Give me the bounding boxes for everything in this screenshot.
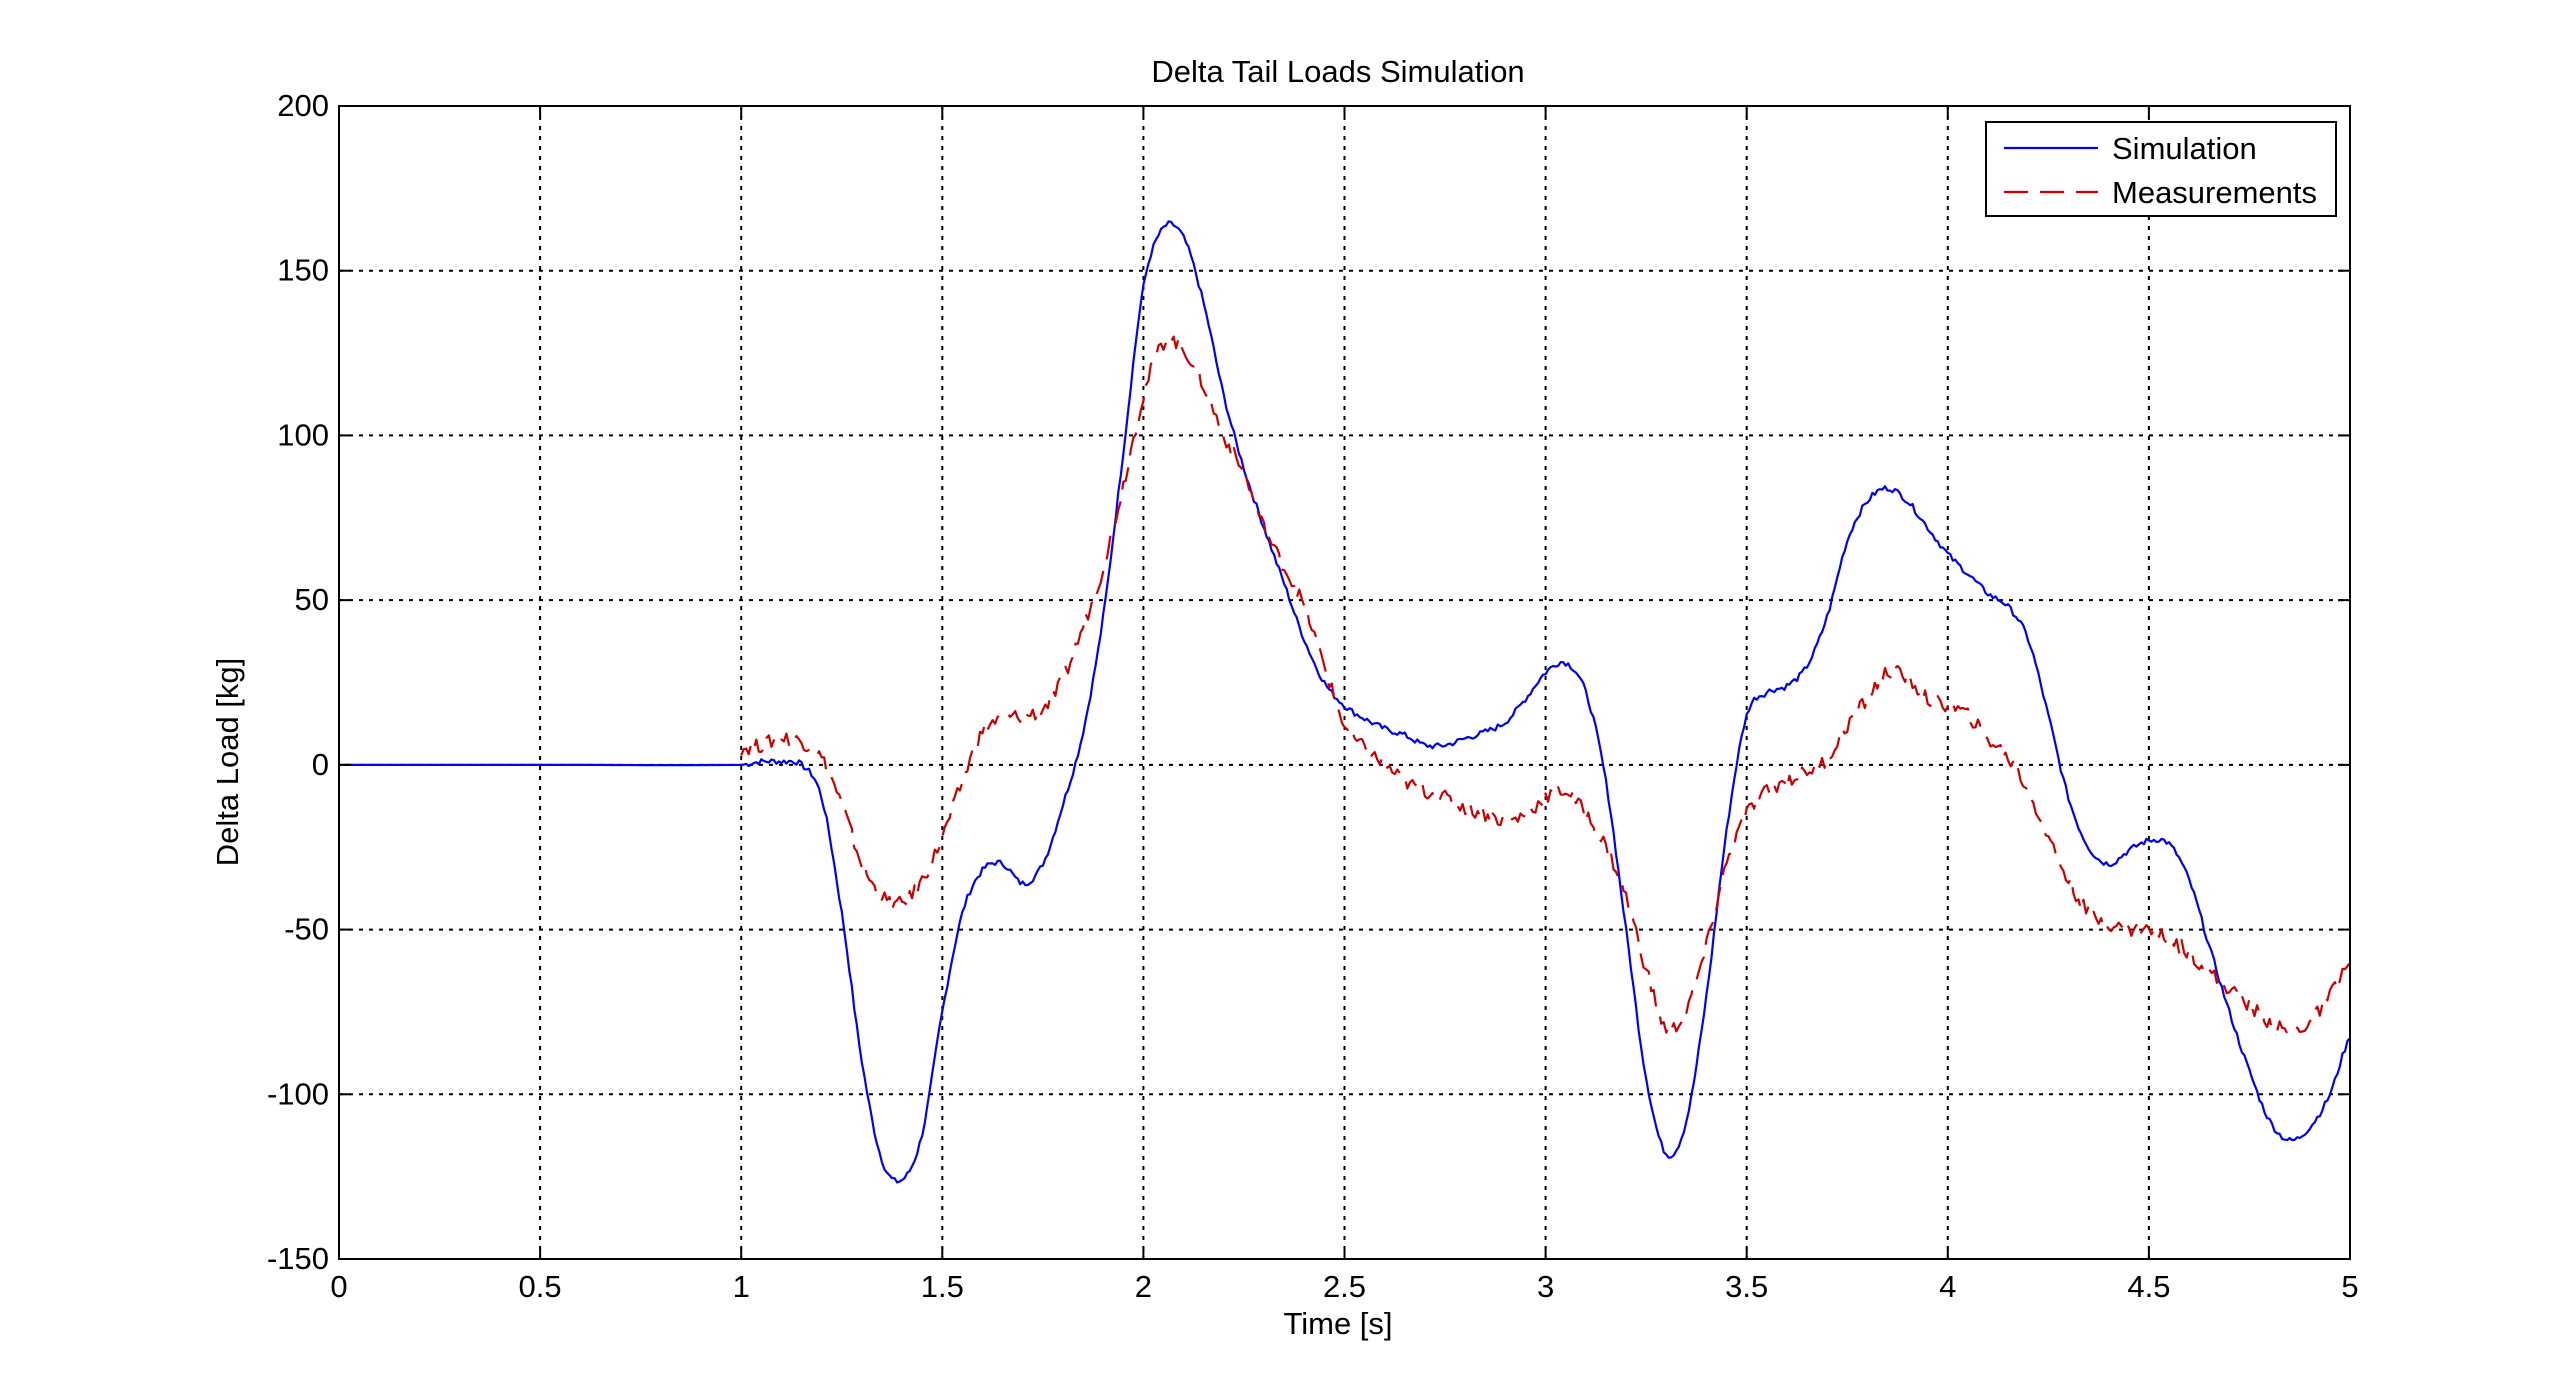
series-lines (339, 220, 2351, 1184)
y-tick-label: 150 (277, 253, 329, 288)
y-tick-label: 0 (312, 747, 329, 782)
x-tick-label: 0.5 (519, 1269, 562, 1304)
x-tick-label: 4.5 (2127, 1269, 2170, 1304)
legend-label: Measurements (2112, 175, 2317, 210)
x-axis-label: Time [s] (1283, 1306, 1392, 1341)
x-tick-label: 5 (2341, 1269, 2358, 1304)
x-tick-label: 2.5 (1323, 1269, 1366, 1304)
y-tick-label: -150 (267, 1241, 329, 1276)
y-tick-label: 200 (277, 88, 329, 123)
chart-title: Delta Tail Loads Simulation (1151, 54, 1524, 89)
x-tick-label: 3 (1537, 1269, 1554, 1304)
legend: Simulation Measurements (1985, 121, 2337, 217)
x-tick-label: 0 (330, 1269, 347, 1304)
y-tick-label: 100 (277, 417, 329, 452)
series-line-measurements (740, 335, 2351, 1035)
y-tick-label: -100 (267, 1076, 329, 1111)
y-tick-label: -50 (284, 912, 329, 947)
series-line-simulation (339, 220, 2351, 1184)
x-tick-label: 1 (733, 1269, 750, 1304)
y-axis-label: Delta Load [kg] (210, 658, 245, 867)
x-tick-label: 2 (1135, 1269, 1152, 1304)
x-tick-label: 4 (1939, 1269, 1956, 1304)
legend-box (1985, 121, 2337, 217)
grid (339, 106, 2350, 1259)
legend-label: Simulation (2112, 131, 2257, 166)
x-tick-label: 3.5 (1725, 1269, 1768, 1304)
y-tick-label: 50 (295, 582, 329, 617)
x-tick-label: 1.5 (921, 1269, 964, 1304)
axis-ticks: 0 0.5 1 1.5 2 2.5 3 3.5 4 4.5 5 -150 -100 -50 0 50 100 15… (267, 88, 2359, 1304)
